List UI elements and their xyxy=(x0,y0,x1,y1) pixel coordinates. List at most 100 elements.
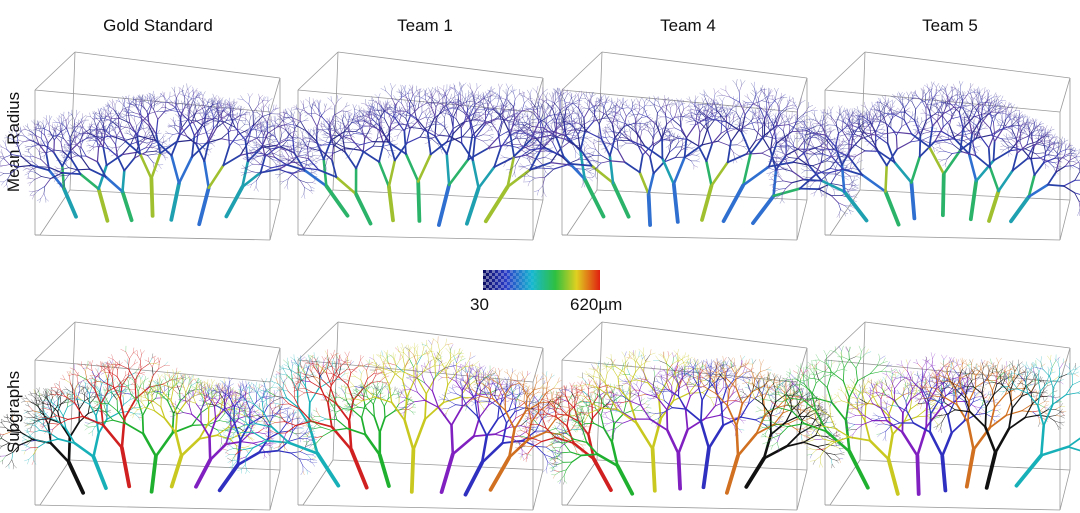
vessel xyxy=(298,112,301,117)
vessel xyxy=(86,132,92,135)
vessel xyxy=(674,116,684,118)
vessel xyxy=(527,100,532,105)
vessel xyxy=(693,165,698,168)
vessel xyxy=(565,120,570,122)
vessel xyxy=(385,90,392,97)
vessel xyxy=(189,89,194,94)
vessel xyxy=(136,134,141,155)
vessel xyxy=(299,140,301,144)
vessel xyxy=(89,145,95,148)
vessel xyxy=(505,146,508,150)
vessel xyxy=(94,130,98,134)
vessel xyxy=(212,99,217,103)
vessel xyxy=(267,131,276,137)
vessel xyxy=(303,138,308,142)
box-edge xyxy=(337,51,544,79)
vessel xyxy=(223,107,229,111)
vessel xyxy=(775,92,777,100)
vessel xyxy=(61,118,63,124)
vessel xyxy=(24,145,29,147)
vessel xyxy=(244,139,249,163)
vessel xyxy=(548,92,553,99)
vessel xyxy=(291,144,293,149)
vessel xyxy=(198,128,202,136)
vessel xyxy=(244,119,246,125)
vessel xyxy=(391,138,394,142)
vessel xyxy=(256,131,258,139)
vessel xyxy=(112,146,121,149)
vessel xyxy=(247,137,259,144)
vessel xyxy=(170,110,181,113)
vessel xyxy=(98,127,102,134)
vessel xyxy=(661,157,676,186)
vessel xyxy=(43,145,49,148)
vessel xyxy=(68,167,78,171)
vessel xyxy=(717,140,729,146)
vessel xyxy=(32,190,39,192)
vessel xyxy=(579,106,582,111)
vessel xyxy=(38,166,50,168)
vessel xyxy=(6,178,8,185)
vessel xyxy=(125,130,128,134)
vessel xyxy=(96,122,98,128)
vessel xyxy=(400,92,406,97)
vessel xyxy=(63,147,67,151)
vessel xyxy=(30,178,36,180)
vessel xyxy=(0,173,4,177)
vessel xyxy=(121,126,131,129)
vessel xyxy=(64,147,69,152)
vessel xyxy=(268,125,273,129)
vessel xyxy=(48,169,66,190)
vessel xyxy=(177,120,183,122)
vessel xyxy=(23,140,31,143)
box-edge xyxy=(561,234,798,241)
vessel xyxy=(161,152,167,154)
vessel xyxy=(44,178,52,187)
vessel xyxy=(105,107,109,112)
vessel xyxy=(122,99,124,104)
vessel xyxy=(519,94,525,97)
vessel xyxy=(573,111,579,117)
vessel xyxy=(299,147,306,150)
vessel xyxy=(244,124,254,141)
vessel xyxy=(178,116,182,122)
vessel xyxy=(586,147,591,150)
vessel xyxy=(144,98,149,101)
vessel xyxy=(217,102,222,106)
vessel xyxy=(129,109,134,113)
vessel xyxy=(288,132,292,136)
vessel xyxy=(105,116,111,118)
vessel xyxy=(26,168,32,170)
vessel xyxy=(657,114,662,118)
vessel xyxy=(280,115,286,118)
vessel xyxy=(216,108,220,117)
vessel xyxy=(259,94,264,99)
vessel xyxy=(109,129,113,133)
vessel xyxy=(474,116,479,118)
vessel xyxy=(9,164,20,168)
vessel xyxy=(691,111,697,115)
vessel xyxy=(503,96,508,106)
vessel xyxy=(341,106,346,112)
vessel xyxy=(277,174,281,179)
vessel xyxy=(270,119,275,122)
vessel xyxy=(114,100,118,106)
vessel xyxy=(63,155,67,158)
vessel xyxy=(202,102,204,109)
vessel xyxy=(40,176,52,179)
vessel xyxy=(280,156,284,161)
vessel xyxy=(683,112,687,117)
vessel xyxy=(269,109,274,115)
vessel xyxy=(686,147,692,149)
vessel xyxy=(104,126,107,130)
vessel xyxy=(47,136,54,144)
vessel xyxy=(680,130,688,140)
vessel xyxy=(89,130,93,133)
vessel xyxy=(201,104,207,106)
vessel xyxy=(203,110,207,124)
vessel xyxy=(431,90,435,95)
vessel xyxy=(261,145,270,150)
vessel xyxy=(715,98,719,104)
vessel xyxy=(648,131,653,138)
vessel xyxy=(592,94,596,97)
